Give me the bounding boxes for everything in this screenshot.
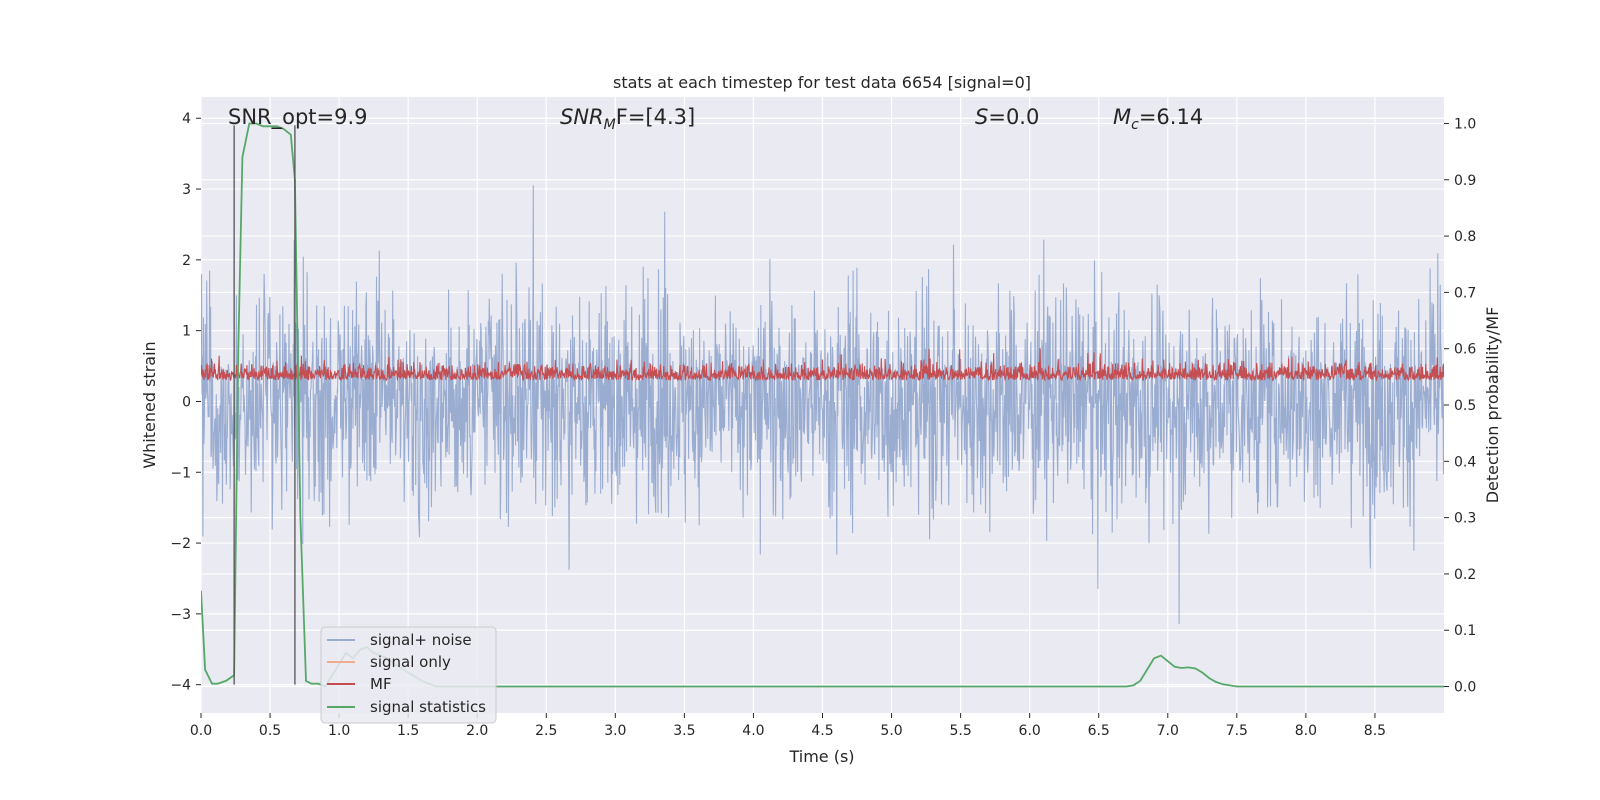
series-mf bbox=[201, 347, 1444, 382]
vertical-markers bbox=[233, 125, 296, 685]
legend: signal+ noise signal only MF signal stat… bbox=[320, 626, 497, 724]
y-axis-right-title: Detection probability/MF bbox=[1483, 307, 1502, 504]
legend-label-signal-only: signal only bbox=[370, 653, 451, 671]
y-axis-title: Whitened strain bbox=[140, 341, 159, 468]
y-tick-label: 0 bbox=[182, 394, 191, 410]
x-tick-label: 4.5 bbox=[811, 723, 833, 739]
y-right-tick-label: 0.8 bbox=[1454, 229, 1476, 245]
annotation-mc-sub: c bbox=[1131, 117, 1139, 133]
grid bbox=[200, 97, 1444, 713]
y-right-tick-label: 1.0 bbox=[1454, 116, 1476, 132]
x-axis: 0.0 0.5 1.0 1.5 2.0 2.5 3.0 3.5 4.0 4.5 5.0 5.5 6.0 6… bbox=[190, 713, 1386, 739]
x-tick-label: 5.5 bbox=[949, 723, 971, 739]
y-tick-label: −1 bbox=[170, 465, 191, 481]
y-axis-left: 4 3 2 1 0 −1 −2 −3 −4 bbox=[170, 111, 201, 694]
y-tick-label: 1 bbox=[182, 324, 191, 340]
x-tick-label: 4.0 bbox=[742, 723, 764, 739]
y-tick-label: 4 bbox=[182, 111, 191, 127]
annotation-s: S=0.0 bbox=[975, 105, 1039, 129]
x-tick-label: 2.0 bbox=[466, 723, 488, 739]
chart-title: stats at each timestep for test data 665… bbox=[613, 73, 1031, 92]
y-right-tick-label: 0.0 bbox=[1454, 680, 1476, 696]
x-tick-label: 3.0 bbox=[604, 723, 626, 739]
annotation-mc-value: =6.14 bbox=[1139, 105, 1203, 129]
x-tick-label: 1.0 bbox=[328, 723, 350, 739]
annotation-s-symbol: S bbox=[975, 105, 988, 129]
y-tick-label: −4 bbox=[170, 678, 191, 694]
y-tick-label: −2 bbox=[170, 536, 191, 552]
x-axis-title: Time (s) bbox=[788, 747, 854, 766]
y-axis-right: 1.0 0.9 0.8 0.7 0.6 0.5 0.4 0.3 0.2 0.1 0.0 bbox=[1444, 116, 1476, 696]
y-right-tick-label: 0.3 bbox=[1454, 511, 1476, 527]
y-right-tick-label: 0.1 bbox=[1454, 623, 1476, 639]
y-right-tick-label: 0.6 bbox=[1454, 342, 1476, 358]
x-tick-label: 7.5 bbox=[1226, 723, 1248, 739]
annotation-snr-mf-symbol: SNR bbox=[560, 105, 604, 129]
legend-box bbox=[320, 626, 497, 724]
x-tick-label: 3.5 bbox=[673, 723, 695, 739]
annotation-snr-opt: SNR_opt=9.9 bbox=[228, 105, 368, 130]
x-tick-label: 8.5 bbox=[1364, 723, 1386, 739]
annotation-s-value: =0.0 bbox=[988, 105, 1039, 129]
x-tick-label: 6.5 bbox=[1088, 723, 1110, 739]
x-tick-label: 6.0 bbox=[1019, 723, 1041, 739]
y-right-tick-label: 0.2 bbox=[1454, 567, 1476, 583]
x-tick-label: 0.0 bbox=[190, 723, 212, 739]
y-right-tick-label: 0.5 bbox=[1454, 398, 1476, 414]
annotation-snr-mf: SNRMF=[4.3] bbox=[560, 105, 695, 133]
annotation-mc-symbol: M bbox=[1113, 105, 1131, 129]
y-right-tick-label: 0.9 bbox=[1454, 173, 1476, 189]
legend-label-mf: MF bbox=[370, 675, 392, 693]
x-tick-label: 0.5 bbox=[259, 723, 281, 739]
x-tick-label: 2.5 bbox=[535, 723, 557, 739]
y-right-tick-label: 0.4 bbox=[1454, 454, 1476, 470]
x-tick-label: 5.0 bbox=[880, 723, 902, 739]
y-tick-label: 3 bbox=[182, 182, 191, 198]
series-signal-noise bbox=[201, 185, 1444, 625]
y-tick-label: 2 bbox=[182, 253, 191, 269]
y-tick-label: −3 bbox=[170, 607, 191, 623]
annotation-mc: Mc=6.14 bbox=[1113, 105, 1203, 133]
x-tick-label: 7.0 bbox=[1157, 723, 1179, 739]
legend-label-signal-statistics: signal statistics bbox=[370, 698, 486, 716]
y-right-tick-label: 0.7 bbox=[1454, 285, 1476, 301]
x-tick-label: 1.5 bbox=[397, 723, 419, 739]
x-tick-label: 8.0 bbox=[1295, 723, 1317, 739]
legend-label-signal-noise: signal+ noise bbox=[370, 631, 472, 649]
annotation-snr-mf-sub: M bbox=[604, 117, 616, 133]
annotation-snr-mf-value: F=[4.3] bbox=[616, 105, 695, 129]
